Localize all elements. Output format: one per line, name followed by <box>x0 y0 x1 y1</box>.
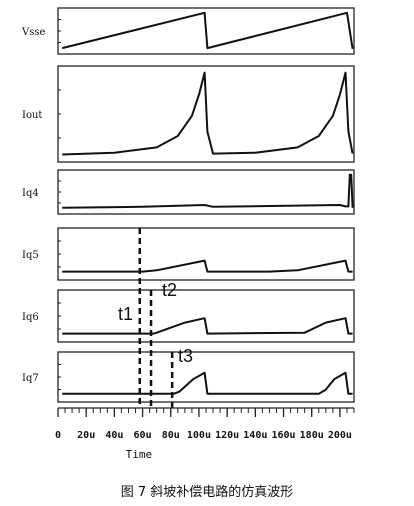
x-tick-label: 20u <box>77 430 95 441</box>
marker-label-t2: t2 <box>162 280 177 300</box>
series-line-vsse <box>61 11 354 50</box>
x-axis-label: Time <box>126 448 152 461</box>
panel-label: Iq7 <box>22 373 39 384</box>
x-tick-label: 40u <box>105 430 123 441</box>
x-tick-label: 0 <box>55 430 61 441</box>
panel-label: Iq4 <box>22 188 39 199</box>
series-line-iq7 <box>62 371 353 395</box>
panel-label: Iq5 <box>22 250 39 261</box>
series-line-iq4 <box>62 173 354 209</box>
x-tick-label: 100u <box>187 430 211 441</box>
marker-label-t1: t1 <box>118 304 133 324</box>
panel-label: Iq6 <box>22 312 39 323</box>
x-tick-label: 80u <box>162 430 180 441</box>
marker-label-t3: t3 <box>178 346 193 366</box>
x-tick-label: 120u <box>215 430 239 441</box>
x-tick-label: 200u <box>328 430 352 441</box>
x-tick-label: 140u <box>243 430 267 441</box>
series-line-iout <box>62 71 354 156</box>
panel-label: Vsse <box>21 27 45 38</box>
x-tick-label: 160u <box>271 430 295 441</box>
x-tick-label: 60u <box>134 430 152 441</box>
series-line-iq5 <box>62 259 353 273</box>
x-tick-label: 180u <box>300 430 324 441</box>
figure-caption: 图 7 斜坡补偿电路的仿真波形 <box>120 485 294 500</box>
series-line-iq6 <box>62 317 353 335</box>
panel-label: Iout <box>22 110 42 121</box>
